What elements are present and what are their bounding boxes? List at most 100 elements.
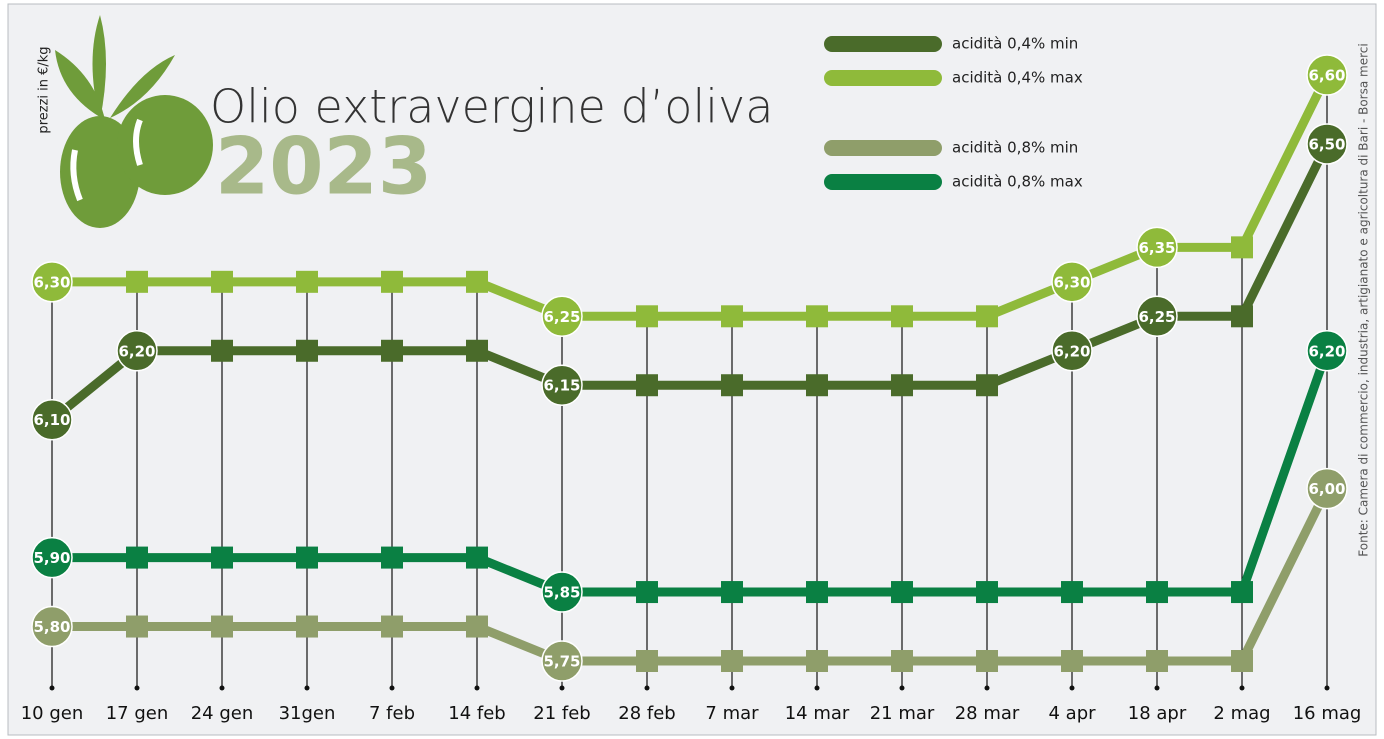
point-marker (466, 270, 488, 293)
point-marker (1231, 650, 1253, 672)
x-tick-label: 10 gen (21, 703, 84, 724)
data-label: 6,10 (33, 411, 70, 429)
point-marker (721, 581, 743, 604)
point-marker (721, 305, 743, 328)
point-marker (381, 546, 403, 569)
data-label: 6,30 (1053, 273, 1090, 291)
point-marker (381, 615, 403, 638)
point-marker (296, 339, 318, 362)
data-label: 6,20 (1308, 342, 1345, 360)
category-dot (1069, 685, 1075, 691)
point-marker (1146, 650, 1168, 672)
legend-label: acidità 0,8% min (952, 139, 1078, 157)
x-tick-label: 14 feb (448, 703, 505, 724)
point-marker (381, 270, 403, 293)
data-label: 6,25 (1138, 308, 1175, 326)
data-label: 5,90 (33, 549, 70, 567)
point-marker (31, 536, 73, 579)
point-marker (31, 398, 73, 441)
point-marker (806, 581, 828, 604)
category-dot (1324, 685, 1330, 691)
point-marker (211, 546, 233, 569)
point-marker (636, 305, 658, 328)
title: Olio extravergine d’oliva (210, 80, 773, 134)
category-dot (304, 685, 310, 691)
point-marker (1146, 581, 1168, 604)
point-marker (1136, 226, 1178, 269)
point-marker (1231, 236, 1253, 259)
x-tick-label: 28 feb (618, 703, 675, 724)
x-tick-label: 21 feb (533, 703, 590, 724)
x-tick-label: 31gen (279, 703, 336, 724)
data-label: 6,50 (1308, 135, 1345, 153)
point-marker (636, 374, 658, 397)
series-line (52, 349, 1332, 597)
x-tick-label: 18 apr (1128, 703, 1187, 724)
point-marker (1061, 650, 1083, 672)
point-marker (211, 615, 233, 638)
point-marker (31, 261, 73, 303)
data-label: 5,80 (33, 618, 70, 636)
source: Fonte: Camera di commercio, industria, a… (1357, 43, 1371, 556)
category-dot (559, 685, 565, 691)
category-dot (814, 685, 820, 691)
point-marker (31, 605, 73, 648)
x-tick-label: 28 mar (955, 703, 1020, 724)
data-label: 5,85 (543, 584, 580, 602)
legend-label: acidità 0,4% max (952, 69, 1083, 87)
point-marker (1306, 54, 1348, 96)
point-marker (1136, 295, 1178, 338)
y-label: prezzi in €/kg (37, 46, 52, 133)
point-marker (541, 571, 583, 613)
data-label: 6,15 (543, 377, 580, 395)
point-marker (976, 581, 998, 604)
point-marker (1306, 467, 1348, 510)
point-marker (116, 330, 158, 372)
category-dot (729, 685, 735, 691)
point-marker (636, 581, 658, 604)
category-dot (1239, 685, 1245, 691)
point-marker (541, 640, 583, 682)
point-marker (211, 270, 233, 293)
x-tick-label: 17 gen (106, 703, 169, 724)
point-marker (891, 650, 913, 672)
category-dot (1154, 685, 1160, 691)
series-line (52, 73, 1332, 321)
point-marker (806, 374, 828, 397)
point-marker (296, 546, 318, 569)
point-marker (466, 339, 488, 362)
data-label: 6,35 (1138, 239, 1175, 257)
point-marker (1231, 581, 1253, 604)
category-dot (474, 685, 480, 691)
category-dot (984, 685, 990, 691)
legend-label: acidità 0,8% max (952, 173, 1083, 191)
x-tick-label: 21 mar (870, 703, 935, 724)
point-marker (976, 650, 998, 672)
category-dot (134, 685, 140, 691)
data-label: 6,60 (1308, 67, 1345, 85)
point-marker (296, 615, 318, 638)
point-marker (126, 615, 148, 638)
point-marker (296, 270, 318, 293)
series-line (49, 141, 1332, 424)
point-marker (541, 364, 583, 406)
category-dot (389, 685, 395, 691)
data-label: 6,20 (118, 342, 155, 360)
point-marker (466, 546, 488, 569)
olive-icon (55, 15, 213, 228)
point-marker (806, 650, 828, 672)
point-marker (466, 615, 488, 638)
point-marker (211, 339, 233, 362)
subtitle: 2023 (215, 122, 432, 212)
point-marker (1061, 581, 1083, 604)
point-marker (1051, 261, 1093, 303)
point-marker (891, 374, 913, 397)
data-label: 6,30 (33, 273, 70, 291)
point-marker (1306, 330, 1348, 372)
category-dot (49, 685, 55, 691)
point-marker (891, 581, 913, 604)
point-marker (976, 305, 998, 328)
point-marker (636, 650, 658, 672)
data-label: 6,20 (1053, 342, 1090, 360)
